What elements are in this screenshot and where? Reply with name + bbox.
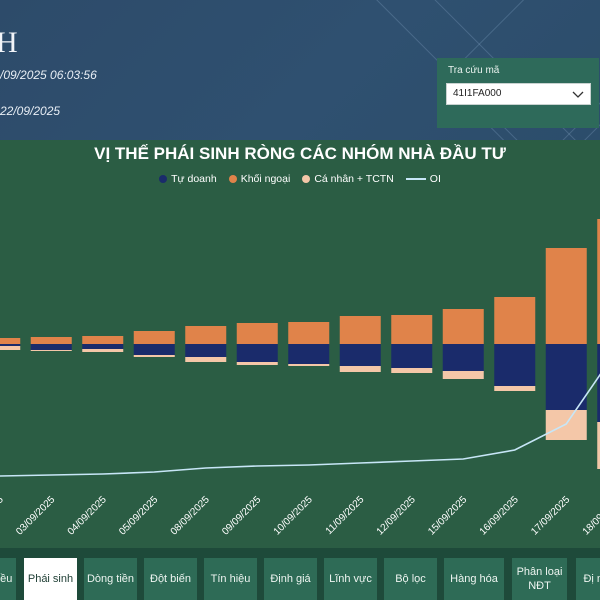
x-tick-label: 16/09/2025 (478, 494, 521, 537)
bar-tu-doanh[interactable] (288, 344, 330, 364)
oi-line (0, 373, 600, 477)
tab-item[interactable]: Tín hiệu (204, 558, 257, 600)
bar-khoi-ngoai[interactable] (82, 336, 124, 344)
x-tick-label: 15/09/2025 (426, 494, 469, 537)
tab-item[interactable]: Đị nc (576, 558, 600, 600)
bar-ca-nhan-tctn[interactable] (185, 357, 227, 362)
legend-dot (302, 175, 311, 183)
tab-item[interactable]: Lĩnh vực (324, 558, 377, 600)
bar-tu-doanh[interactable] (0, 344, 21, 346)
legend-dot (228, 175, 237, 183)
tab-item[interactable]: Dòng tiền (84, 558, 137, 600)
bar-khoi-ngoai[interactable] (0, 338, 21, 344)
app-title: H (0, 26, 19, 59)
tab-item[interactable]: Bộ lọc (384, 558, 437, 600)
bar-khoi-ngoai[interactable] (236, 323, 278, 344)
bar-khoi-ngoai[interactable] (494, 297, 536, 344)
bar-tu-doanh[interactable] (185, 344, 227, 357)
legend-label: Tự doanh (171, 173, 217, 185)
bar-tu-doanh[interactable] (442, 344, 484, 371)
chart-legend: Tự doanh Khối ngoại Cá nhân + TCTN OI (0, 173, 600, 185)
legend-line-swatch (405, 178, 426, 180)
chart-canvas: 02/09/2025 03/09/2025 04/09/2025 05/09/2025… (0, 219, 600, 538)
x-tick-label: 17/09/2025 (529, 494, 572, 537)
tab-item[interactable]: Đột biến (144, 558, 197, 600)
legend-item[interactable]: OI (405, 173, 441, 185)
bar-tu-doanh[interactable] (391, 344, 433, 368)
legend-item[interactable]: Tự doanh (159, 173, 217, 185)
ticker-select[interactable]: 41I1FA000 (446, 83, 591, 105)
bar-tu-doanh[interactable] (133, 344, 175, 355)
bar-khoi-ngoai[interactable] (288, 322, 330, 344)
legend-item[interactable]: Khối ngoại (228, 173, 291, 185)
x-tick-label: 02/09/2025 (0, 494, 6, 537)
bar-khoi-ngoai[interactable] (597, 219, 600, 344)
bar-ca-nhan-tctn[interactable] (236, 362, 278, 365)
bar-tu-doanh[interactable] (339, 344, 381, 366)
bar-khoi-ngoai[interactable] (185, 326, 227, 344)
bar-khoi-ngoai[interactable] (133, 331, 175, 344)
bar-ca-nhan-tctn[interactable] (288, 364, 330, 366)
bar-tu-doanh[interactable] (545, 344, 587, 410)
legend-label: OI (429, 173, 441, 185)
tab-item[interactable]: Phân loại NĐT (512, 558, 567, 600)
legend-label: Cá nhân + TCTN (314, 173, 394, 185)
x-tick-label: 11/09/2025 (324, 494, 367, 537)
x-tick-label: 05/09/2025 (117, 494, 160, 537)
bar-khoi-ngoai[interactable] (545, 248, 587, 344)
chart-panel: 02/09/2025 03/09/2025 04/09/2025 05/09/2025… (0, 140, 600, 548)
x-tick-label: 04/09/2025 (66, 494, 109, 537)
x-tick-label: 18/09/2025 (581, 494, 600, 537)
data-date: 22/09/2025 (0, 104, 61, 118)
bar-tu-doanh[interactable] (597, 344, 600, 422)
x-tick-label: 08/09/2025 (169, 494, 212, 537)
x-tick-label: 12/09/2025 (375, 494, 418, 537)
bar-tu-doanh[interactable] (82, 344, 124, 349)
tab-item[interactable]: Phái sinh (24, 558, 77, 600)
legend-dot (159, 175, 168, 183)
bar-tu-doanh[interactable] (236, 344, 278, 362)
ticker-select-value: 41I1FA000 (453, 88, 502, 99)
bar-khoi-ngoai[interactable] (442, 309, 484, 344)
chart-title: VỊ THẾ PHÁI SINH RÒNG CÁC NHÓM NHÀ ĐẦU T… (94, 144, 506, 163)
ticker-lookup-panel: Tra cứu mã 41I1FA000 (437, 58, 599, 128)
x-tick-label: 03/09/2025 (14, 494, 57, 537)
header-banner: H /09/2025 06:03:56 22/09/2025 Tra cứu m… (0, 0, 600, 140)
bar-khoi-ngoai[interactable] (339, 316, 381, 344)
tab-item[interactable]: Hàng hóa (444, 558, 504, 600)
bar-khoi-ngoai[interactable] (391, 315, 433, 344)
tab-item[interactable]: Định giá (264, 558, 317, 600)
bar-tu-doanh[interactable] (30, 344, 72, 350)
update-time: /09/2025 06:03:56 (0, 68, 97, 82)
bar-ca-nhan-tctn[interactable] (391, 368, 433, 373)
bar-ca-nhan-tctn[interactable] (133, 355, 175, 357)
bar-ca-nhan-tctn[interactable] (0, 346, 21, 350)
legend-item[interactable]: Cá nhân + TCTN (302, 173, 394, 185)
chevron-down-icon[interactable] (572, 88, 584, 100)
bar-tu-doanh[interactable] (494, 344, 536, 386)
x-tick-label: 10/09/2025 (272, 494, 315, 537)
bar-ca-nhan-tctn[interactable] (545, 410, 587, 440)
bar-ca-nhan-tctn[interactable] (494, 386, 536, 391)
bar-ca-nhan-tctn[interactable] (30, 350, 72, 351)
bar-ca-nhan-tctn[interactable] (597, 422, 600, 469)
bar-ca-nhan-tctn[interactable] (82, 349, 124, 352)
bar-ca-nhan-tctn[interactable] (442, 371, 484, 379)
legend-label: Khối ngoại (240, 173, 291, 185)
x-tick-label: 09/09/2025 (220, 494, 263, 537)
tab-item[interactable]: iều (0, 558, 16, 600)
bar-ca-nhan-tctn[interactable] (339, 366, 381, 372)
bar-khoi-ngoai[interactable] (30, 337, 72, 344)
ticker-lookup-label: Tra cứu mã (448, 65, 500, 76)
